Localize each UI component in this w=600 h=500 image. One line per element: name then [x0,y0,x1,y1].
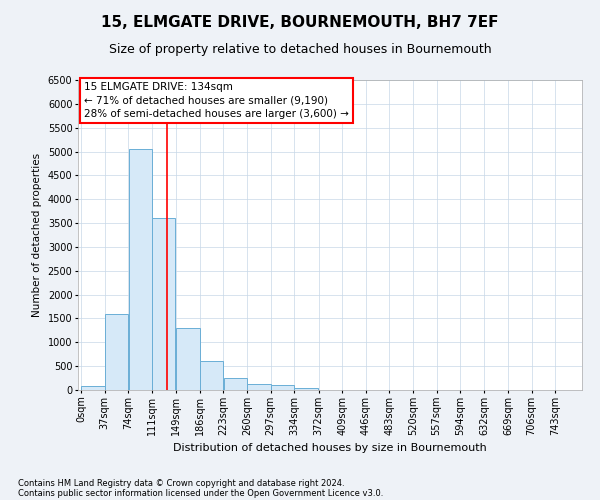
Bar [82,386,104,390]
Bar [247,384,271,390]
Bar [152,218,175,390]
Y-axis label: Number of detached properties: Number of detached properties [32,153,42,317]
Text: Contains HM Land Registry data © Crown copyright and database right 2024.: Contains HM Land Registry data © Crown c… [18,478,344,488]
Bar [295,388,318,390]
Bar [176,328,200,390]
Text: Contains public sector information licensed under the Open Government Licence v3: Contains public sector information licen… [18,488,383,498]
Bar [105,314,128,390]
Bar [200,362,223,390]
Bar [271,385,294,390]
X-axis label: Distribution of detached houses by size in Bournemouth: Distribution of detached houses by size … [173,444,487,454]
Bar [128,149,152,390]
Text: 15 ELMGATE DRIVE: 134sqm
← 71% of detached houses are smaller (9,190)
28% of sem: 15 ELMGATE DRIVE: 134sqm ← 71% of detach… [85,82,349,119]
Text: 15, ELMGATE DRIVE, BOURNEMOUTH, BH7 7EF: 15, ELMGATE DRIVE, BOURNEMOUTH, BH7 7EF [101,15,499,30]
Bar [224,378,247,390]
Text: Size of property relative to detached houses in Bournemouth: Size of property relative to detached ho… [109,42,491,56]
